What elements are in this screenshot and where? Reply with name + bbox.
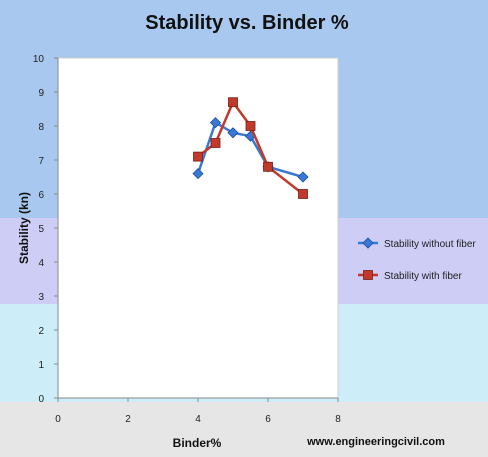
plot-area: [57, 57, 339, 399]
x-axis-ticks: 0 2 4 6 8: [55, 398, 341, 425]
x-tick-label: 6: [265, 414, 271, 425]
legend-label-2: Stability with fiber: [384, 271, 462, 282]
watermark-text: www.engineeringcivil.com: [306, 436, 445, 448]
y-tick-label: 10: [33, 54, 45, 65]
y-tick-label: 6: [38, 190, 44, 201]
y-tick-label: 3: [38, 292, 44, 303]
series-2-point: [263, 161, 273, 172]
legend-marker-1: [362, 237, 374, 249]
series-2-point: [298, 189, 308, 199]
y-tick-label: 5: [38, 224, 44, 235]
x-tick-label: 4: [195, 414, 201, 425]
x-tick-label: 2: [125, 414, 131, 425]
y-tick-label: 1: [38, 360, 44, 371]
legend-marker-2: [363, 270, 373, 280]
series-layer: [192, 97, 309, 199]
series-2-point: [210, 138, 221, 148]
series-1-point: [192, 168, 204, 180]
y-axis-label: Stability (kn): [17, 192, 31, 264]
y-tick-label: 4: [38, 258, 44, 269]
series-1-point: [227, 127, 239, 139]
y-tick-label: 2: [38, 326, 44, 337]
series-1-point: [297, 171, 309, 183]
series-1-point: [209, 117, 222, 129]
series-2-point: [228, 97, 238, 108]
series-2-point: [193, 151, 203, 162]
x-tick-label: 8: [335, 414, 341, 425]
y-tick-label: 7: [38, 156, 44, 167]
y-tick-label: 9: [38, 88, 44, 99]
y-tick-label: 8: [38, 122, 44, 133]
y-tick-label: 0: [38, 394, 44, 405]
x-tick-label: 0: [55, 414, 61, 425]
background-band-bottom: [0, 402, 488, 457]
series-2-point: [245, 121, 256, 131]
legend-label-1: Stability without fiber: [384, 239, 476, 250]
x-axis-label: Binder%: [173, 436, 222, 450]
series-line-1: [196, 121, 304, 179]
y-axis-ticks: 0 1 2 3 4 5 6 7 8 9 10: [33, 54, 58, 405]
legend: Stability without fiber Stability with fi…: [358, 237, 476, 282]
chart-title: Stability vs. Binder %: [145, 12, 349, 34]
